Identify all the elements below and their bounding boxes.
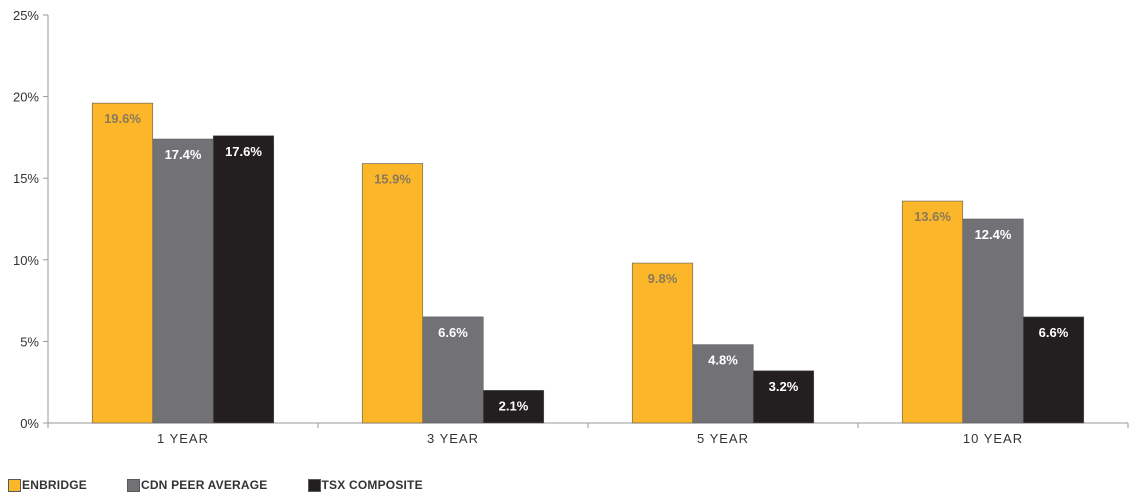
data-label: 13.6% [914,209,951,224]
legend-item: CDN PEER AVERAGE [126,478,268,492]
x-axis: 1 YEAR 3 YEAR 5 YEAR 10 YEAR [47,422,1129,446]
legend-swatch [307,478,321,492]
legend-swatch [126,478,140,492]
legend-item: ENBRIDGE [8,478,87,492]
bar-cdn-peer-average-5-year [692,344,754,424]
x-tick-label: 5 YEAR [697,431,749,446]
y-tick-label: 0% [20,416,39,431]
data-label: 17.6% [225,144,262,159]
data-label: 2.1% [499,398,529,413]
y-tick-label: 25% [13,8,39,23]
legend: ENBRIDGE CDN PEER AVERAGE TSX COMPOSITE [8,478,463,492]
x-tick-label: 3 YEAR [427,431,479,446]
data-label: 3.2% [769,379,799,394]
bar-tsx-composite-1-year [212,135,275,424]
bar-enbridge-5-year [631,262,694,424]
legend-label: ENBRIDGE [22,478,87,492]
data-label: 9.8% [648,271,678,286]
y-tick-label: 20% [13,90,39,105]
bar-cdn-peer-average-3-year [422,316,484,424]
y-axis: 0% 5% 10% 15% 20% 25% [13,8,49,431]
legend-item: TSX COMPOSITE [307,478,423,492]
bar-cdn-peer-average-1-year [152,138,214,424]
legend-label: CDN PEER AVERAGE [140,478,268,492]
data-label: 6.6% [438,325,468,340]
bar-enbridge-10-year [901,200,964,424]
legend-label: TSX COMPOSITE [321,478,423,492]
data-labels: 19.6% 15.9% 9.8% 13.6% 17.4% 6.6% 4.8% 12.4% 17.… [104,111,1069,413]
x-tick-label: 10 YEAR [963,431,1023,446]
bar-enbridge-3-year [361,163,424,424]
data-label: 19.6% [104,111,141,126]
data-label: 6.6% [1039,325,1069,340]
y-tick-label: 15% [13,171,39,186]
bar-chart: 0% 5% 10% 15% 20% 25% 1 YEAR 3 YEAR 5 YEAR 10 YE… [13,8,1129,446]
y-tick-label: 10% [13,253,39,268]
bar-tsx-composite-5-year [752,370,815,424]
data-label: 17.4% [165,147,202,162]
y-tick-label: 5% [20,334,39,349]
x-tick-label: 1 YEAR [157,431,209,446]
data-label: 12.4% [975,227,1012,242]
bar-tsx-composite-10-year [1022,316,1085,424]
bar-tsx-composite-3-year [482,390,545,424]
bar-cdn-peer-average-10-year [962,218,1024,424]
bar-enbridge-1-year [91,102,154,424]
data-label: 4.8% [708,353,738,368]
bars [91,102,1085,424]
legend-swatch [8,478,21,492]
data-label: 15.9% [374,172,411,187]
